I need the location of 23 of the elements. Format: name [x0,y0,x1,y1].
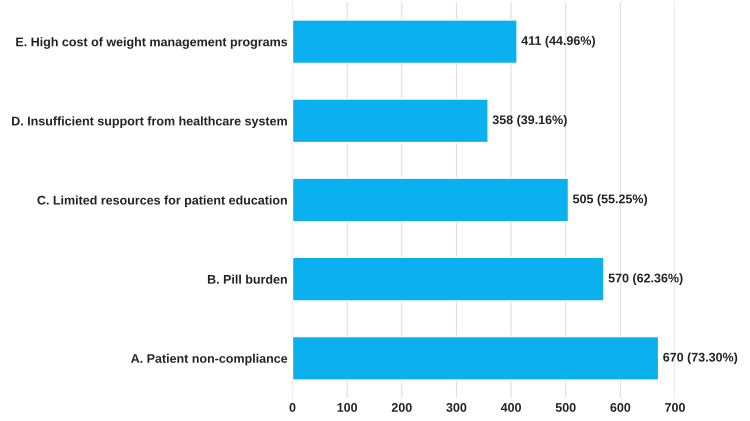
bar [292,98,489,144]
bar [292,256,605,302]
x-tick-label: 100 [338,403,358,412]
bar [292,178,570,222]
x-tick-label: 300 [446,403,466,412]
bar [292,336,660,381]
x-tick-label: 600 [610,403,630,412]
y-tick-label: B. Pill burden [208,274,287,284]
x-tick-label: 0 [290,403,296,412]
y-tick-label: D. Insufficient support from healthcare system [12,116,287,128]
data-label: 358 (39.16%) [492,115,567,127]
y-tick-label: C. Limited resources for patient education [37,195,287,208]
data-label: 570 (62.36%) [608,273,683,285]
x-tick-label: 200 [392,403,412,412]
bar [292,19,518,64]
y-tick-label: A. Patient non-compliance [130,354,288,366]
x-tick-label: 400 [500,403,521,412]
x-tick-label: 500 [556,403,576,412]
x-tick-label: 700 [665,403,685,412]
y-tick-label: E. High cost of weight management programs [16,37,288,49]
data-label: 411 (44.96%) [521,36,595,48]
data-label: 505 (55.25%) [573,194,648,206]
data-label: 670 (73.30%) [663,352,738,364]
